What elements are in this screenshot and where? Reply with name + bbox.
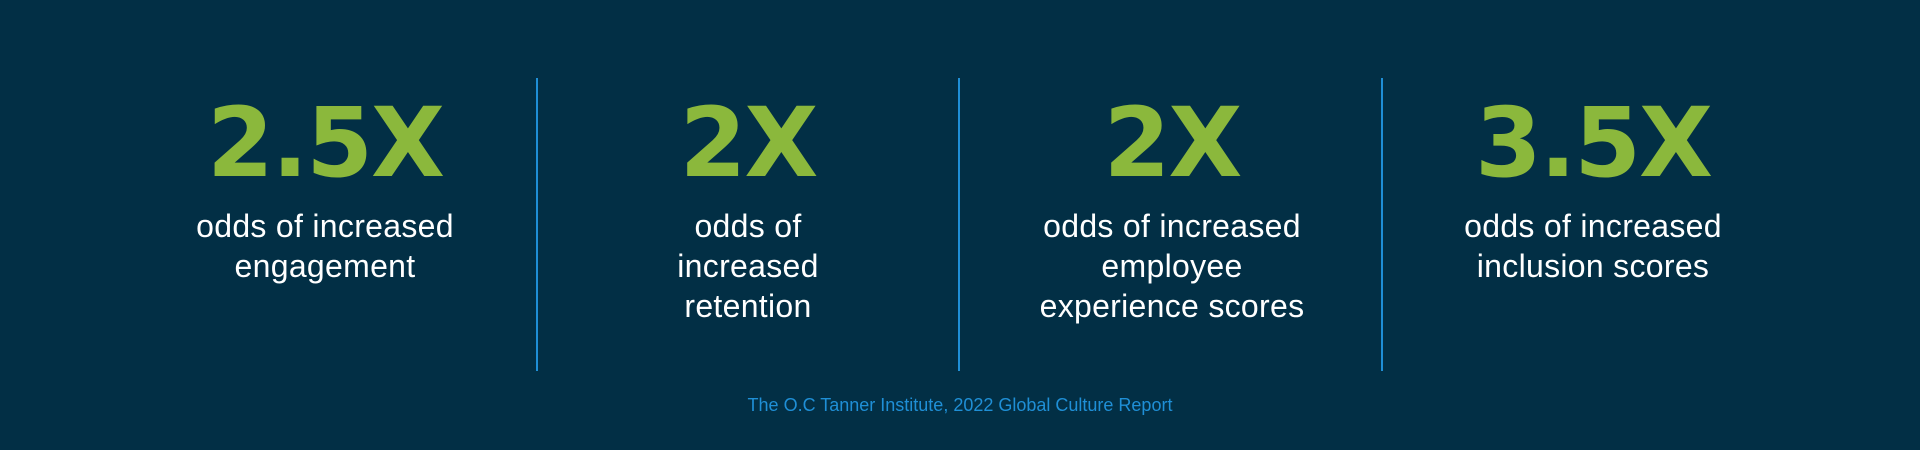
column-divider xyxy=(1381,78,1383,371)
stat-caption-line: odds of xyxy=(694,208,802,244)
stat-value: 3.5X xyxy=(1474,87,1713,199)
stat-caption: odds of increased inclusion scores xyxy=(1433,206,1753,286)
column-divider xyxy=(536,78,538,371)
source-citation: The O.C Tanner Institute, 2022 Global Cu… xyxy=(747,395,1173,415)
stat-employee-experience: 2X odds of increased employee experience… xyxy=(1012,88,1332,326)
stat-caption-line: retention xyxy=(684,288,812,324)
stat-engagement: 2.5X odds of increased engagement xyxy=(165,88,485,286)
stat-caption-line: employee xyxy=(1101,248,1243,284)
stat-caption-line: odds of increased xyxy=(196,208,454,244)
stat-caption-line: increased xyxy=(677,248,819,284)
stat-caption-line: engagement xyxy=(234,248,416,284)
stat-value: 2X xyxy=(1103,87,1243,199)
stat-value: 2X xyxy=(679,87,819,199)
stat-retention: 2X odds of increased retention xyxy=(588,88,908,326)
stat-caption-line: odds of increased xyxy=(1464,208,1722,244)
stat-inclusion: 3.5X odds of increased inclusion scores xyxy=(1433,88,1753,286)
stat-caption-line: experience scores xyxy=(1039,288,1305,324)
stat-caption-line: odds of increased xyxy=(1043,208,1301,244)
stat-value: 2.5X xyxy=(206,87,445,199)
stat-caption: odds of increased engagement xyxy=(165,206,485,286)
stat-caption-line: inclusion scores xyxy=(1476,248,1710,284)
stat-caption: odds of increased employee experience sc… xyxy=(1012,206,1332,326)
column-divider xyxy=(958,78,960,371)
stat-caption: odds of increased retention xyxy=(588,206,908,326)
